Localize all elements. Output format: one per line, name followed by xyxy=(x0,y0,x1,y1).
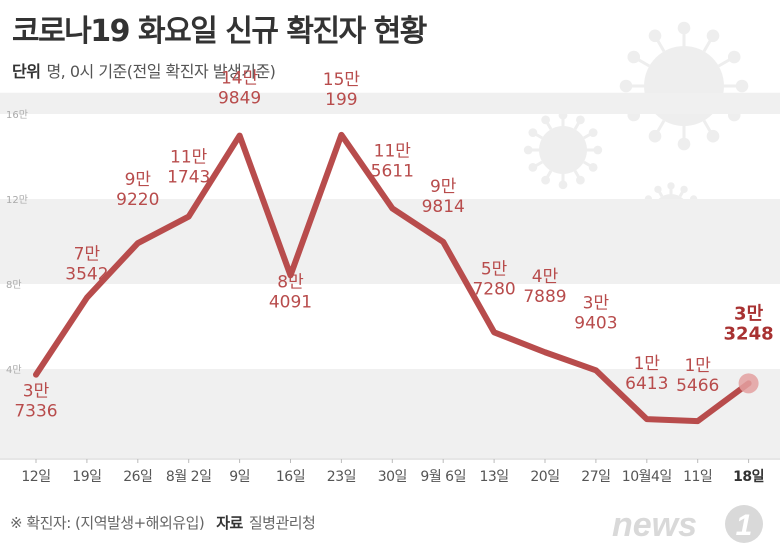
grid-band xyxy=(0,369,780,458)
x-tick-label: 18일 xyxy=(733,469,764,485)
data-label-bottom: 7280 xyxy=(472,279,515,299)
virus-spike-tip xyxy=(677,21,691,35)
data-label-top: 8만 xyxy=(277,272,304,292)
data-label-top: 11만 xyxy=(170,148,208,168)
virus-shape xyxy=(523,110,603,190)
x-tick-label: 13일 xyxy=(479,469,508,485)
x-tick-label: 9일 xyxy=(229,469,250,485)
virus-spike-tip xyxy=(588,163,598,172)
virus-spike-tip xyxy=(706,29,720,43)
data-label-bottom: 3248 xyxy=(724,323,774,344)
data-label-bottom: 9849 xyxy=(218,89,261,109)
virus-spike-tip xyxy=(667,182,675,190)
x-tick-label: 8월 2일 xyxy=(166,469,212,485)
unit-text: 명, 0시 기준(전일 확진자 발생기준) xyxy=(46,62,276,81)
virus-spike-tip xyxy=(735,79,749,93)
virus-body xyxy=(539,126,587,174)
source-name: 질병관리청 xyxy=(248,514,316,532)
data-label-top: 1만 xyxy=(684,356,711,376)
virus-spike-tip xyxy=(576,115,585,125)
footnote: ※ 확진자: (지역발생+해외유입) 자료 질병관리청 xyxy=(10,512,316,533)
virus-spike-tip xyxy=(677,137,691,151)
data-label-top: 5만 xyxy=(481,259,508,279)
data-label-bottom: 6413 xyxy=(625,374,668,394)
data-label-top: 3만 xyxy=(583,293,610,313)
virus-spike-tip xyxy=(523,145,533,155)
x-tick-label: 27일 xyxy=(581,469,610,485)
data-label-top: 1만 xyxy=(634,354,661,374)
highlight-point xyxy=(738,373,759,394)
unit-note: 단위 명, 0시 기준(전일 확진자 발생기준) xyxy=(12,58,276,82)
data-label-top: 9만 xyxy=(430,177,457,197)
virus-shape xyxy=(619,21,749,151)
x-tick-label: 23일 xyxy=(327,469,356,485)
logo-text: news xyxy=(612,506,697,544)
unit-label: 단위 xyxy=(12,62,41,81)
x-tick-label: 10월4일 xyxy=(622,469,672,485)
virus-spike-tip xyxy=(593,145,603,155)
virus-spike-tip xyxy=(648,29,662,43)
virus-spike-tip xyxy=(558,180,568,190)
x-tick-label: 16일 xyxy=(276,469,305,485)
data-label-bottom: 199 xyxy=(325,90,357,110)
data-label-bottom: 7336 xyxy=(14,402,57,422)
x-tick-label: 30일 xyxy=(378,469,407,485)
data-label-bottom: 9814 xyxy=(422,197,465,217)
x-tick-label: 26일 xyxy=(123,469,152,485)
data-label-bottom: 9220 xyxy=(116,190,159,210)
data-label-top: 4만 xyxy=(532,267,559,287)
data-label-bottom: 1743 xyxy=(167,168,210,188)
grid-band xyxy=(0,199,780,284)
data-label-top: 14만 xyxy=(221,69,259,89)
virus-spike-tip xyxy=(541,115,550,125)
data-label-top: 3만 xyxy=(23,382,50,402)
virus-spike-tip xyxy=(528,128,538,137)
y-axis-ticks: 4만 8만 12만 16만 xyxy=(6,109,28,376)
virus-spike-tip xyxy=(541,175,550,185)
x-tick-label: 9월 6일 xyxy=(420,469,466,485)
virus-spike-tip xyxy=(727,50,741,64)
virus-spike-tip xyxy=(680,185,688,194)
data-label-bottom: 3542 xyxy=(65,265,108,285)
data-label-bottom: 5466 xyxy=(676,376,719,396)
source-label: 자료 xyxy=(216,514,243,532)
grid-band xyxy=(0,92,780,114)
data-label-top: 9만 xyxy=(125,170,152,190)
x-tick-label: 19일 xyxy=(72,469,101,485)
data-label-top: 7만 xyxy=(74,245,101,265)
virus-spike-tip xyxy=(648,129,662,143)
logo-badge xyxy=(725,505,763,543)
series-line xyxy=(33,131,752,425)
y-tick-label: 12만 xyxy=(6,194,28,206)
data-label-bottom: 7889 xyxy=(523,287,566,307)
grid-bands xyxy=(0,92,780,458)
data-label-top: 11만 xyxy=(374,141,412,161)
data-label-bottom: 4091 xyxy=(269,292,312,312)
data-label-bottom: 9403 xyxy=(574,313,617,333)
logo-mark: 1 xyxy=(736,509,753,542)
news1-logo: news 1 xyxy=(612,505,763,544)
virus-spike-tip xyxy=(654,185,662,194)
virus-spike-tip xyxy=(576,175,585,185)
data-marks: 3만73367만35429만922011만174314만98498만409115… xyxy=(14,69,773,422)
virus-spike-tip xyxy=(588,128,598,137)
y-tick-label: 4만 xyxy=(6,364,22,376)
data-label-top: 3만 xyxy=(734,303,764,324)
x-tick-label: 11일 xyxy=(683,469,712,485)
virus-spike-tip xyxy=(528,163,538,172)
y-tick-label: 8만 xyxy=(6,279,22,291)
x-axis: 12일 19일 26일 8월 2일 9일 16일 23일 30일 9월 6일 13일 20일 27일 1… xyxy=(0,458,780,485)
virus-spike-tip xyxy=(706,129,720,143)
chart-title: 코로나19 화요일 신규 확진자 현황 xyxy=(12,14,427,49)
x-tick-label: 12일 xyxy=(21,469,50,485)
virus-spike-tip xyxy=(627,50,641,64)
data-label-bottom: 5611 xyxy=(371,161,414,181)
x-tick-label: 20일 xyxy=(530,469,559,485)
data-label-top: 15만 xyxy=(323,70,361,90)
virus-spike-tip xyxy=(619,79,633,93)
footnote-note: ※ 확진자: (지역발생+해외유입) xyxy=(10,514,205,532)
y-tick-label: 16만 xyxy=(6,109,28,121)
